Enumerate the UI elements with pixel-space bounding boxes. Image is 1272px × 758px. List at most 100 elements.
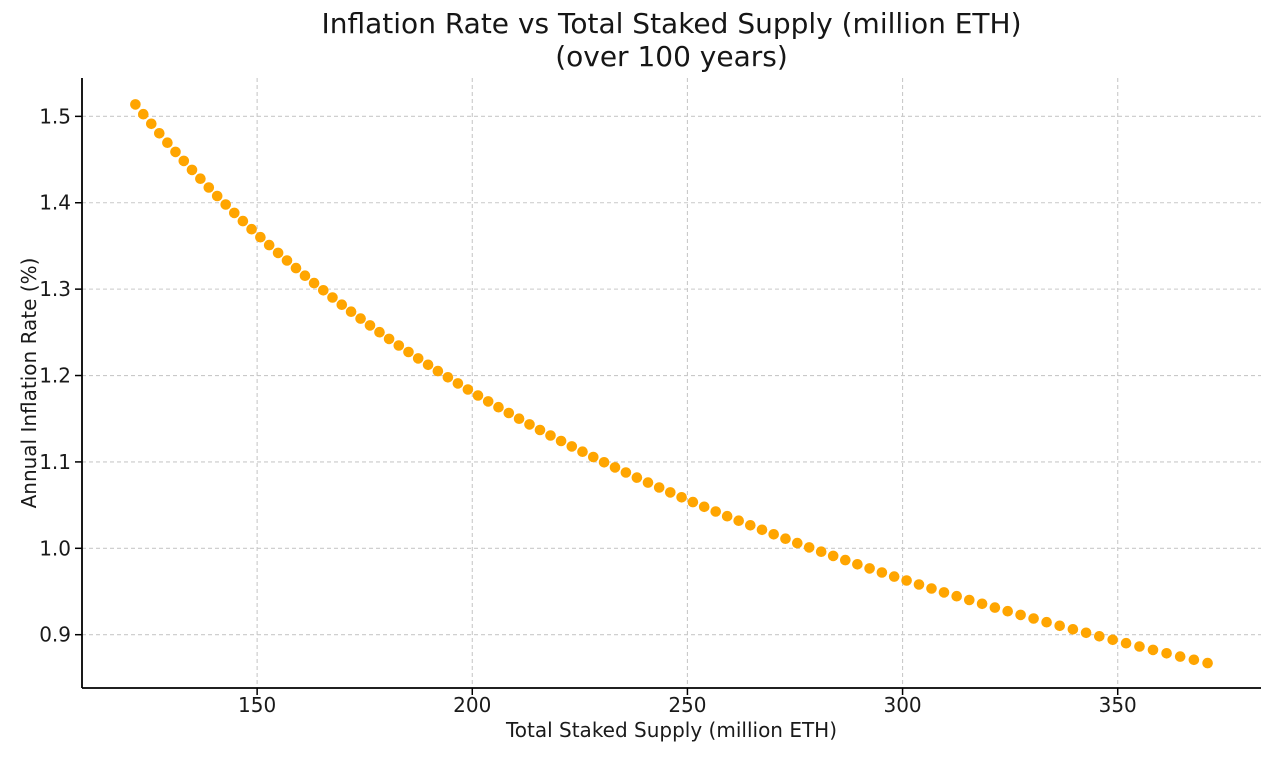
- data-point: [524, 419, 535, 430]
- x-tick-label: 250: [668, 693, 706, 717]
- x-tick-labels: 150 200 250 300 350: [238, 693, 1137, 717]
- data-point: [336, 299, 348, 311]
- data-point: [472, 390, 484, 401]
- data-point: [211, 190, 223, 202]
- data-point: [665, 487, 676, 498]
- data-point: [290, 262, 302, 274]
- data-point: [780, 533, 791, 544]
- data-point: [756, 524, 768, 536]
- data-point: [864, 563, 875, 574]
- data-point: [803, 542, 815, 553]
- data-point: [237, 215, 249, 227]
- data-point: [383, 333, 395, 345]
- data-point: [1147, 644, 1159, 656]
- y-tick-labels: 0.9 1.0 1.1 1.2 1.3 1.4 1.5: [39, 104, 71, 646]
- data-point: [255, 231, 266, 243]
- data-point: [1041, 616, 1052, 628]
- x-tick-label: 150: [238, 693, 276, 717]
- data-point: [815, 546, 827, 557]
- data-point: [721, 510, 733, 522]
- data-point: [555, 435, 567, 447]
- data-point: [653, 482, 665, 493]
- data-point: [676, 492, 687, 503]
- data-point: [888, 571, 900, 582]
- data-point: [170, 146, 181, 158]
- gridlines: [82, 78, 1261, 688]
- data-point: [901, 575, 912, 586]
- data-point: [852, 559, 863, 570]
- data-point: [195, 173, 206, 184]
- data-point: [1188, 654, 1200, 666]
- data-point: [1080, 627, 1092, 639]
- data-point: [327, 292, 338, 303]
- data-point: [345, 306, 357, 318]
- data-point: [281, 255, 293, 266]
- data-point: [545, 430, 556, 441]
- scatter-series: [130, 99, 1213, 669]
- data-point: [318, 285, 329, 296]
- axes-spines: [81, 78, 1261, 689]
- y-tick-label: 1.2: [39, 364, 71, 388]
- y-tick-label: 1.3: [39, 277, 71, 301]
- data-point: [745, 520, 756, 531]
- data-point: [840, 554, 851, 566]
- data-point: [1054, 620, 1065, 632]
- data-point: [355, 313, 366, 324]
- data-point: [926, 583, 937, 594]
- data-point: [203, 182, 215, 193]
- y-tick-label: 1.0: [39, 536, 71, 560]
- data-point: [432, 365, 444, 377]
- data-point: [493, 401, 504, 413]
- data-point: [827, 550, 839, 562]
- data-point: [178, 155, 190, 167]
- chart-title-line1: Inflation Rate vs Total Staked Supply (m…: [321, 7, 1022, 40]
- data-point: [1134, 641, 1145, 652]
- data-point: [609, 462, 621, 473]
- chart-title-line2: (over 100 years): [555, 40, 788, 73]
- x-tick-label: 300: [883, 693, 921, 717]
- data-point: [364, 320, 376, 331]
- data-point: [577, 446, 588, 458]
- data-point: [220, 199, 231, 210]
- data-point: [186, 164, 198, 176]
- data-point: [442, 372, 454, 383]
- data-point: [374, 326, 385, 338]
- data-point: [229, 207, 240, 219]
- data-point: [534, 424, 546, 436]
- data-point: [733, 515, 744, 526]
- data-point: [393, 340, 405, 351]
- data-point: [1202, 657, 1213, 669]
- data-point: [566, 441, 578, 452]
- data-point: [412, 353, 424, 364]
- data-point: [154, 128, 165, 139]
- data-point: [299, 270, 311, 282]
- data-point: [1161, 648, 1172, 659]
- data-point: [768, 529, 779, 540]
- data-point: [687, 496, 699, 508]
- data-point: [1067, 624, 1079, 635]
- data-point: [964, 594, 975, 606]
- data-point: [951, 590, 962, 602]
- x-tick-label: 200: [453, 693, 491, 717]
- data-point: [1174, 651, 1186, 662]
- data-point: [1120, 637, 1132, 649]
- data-point: [513, 413, 525, 425]
- data-point: [462, 384, 474, 395]
- data-point: [792, 537, 803, 549]
- x-axis-label: Total Staked Supply (million ETH): [505, 718, 838, 742]
- data-point: [403, 346, 414, 358]
- data-point: [146, 118, 157, 130]
- tick-marks: [75, 115, 1119, 695]
- data-point: [482, 396, 494, 407]
- y-tick-label: 1.1: [39, 450, 71, 474]
- data-point: [263, 239, 275, 251]
- data-point: [452, 378, 464, 389]
- data-point: [976, 598, 988, 610]
- data-point: [422, 359, 434, 371]
- data-point: [1094, 631, 1105, 642]
- data-point: [1028, 613, 1039, 624]
- data-point: [138, 108, 149, 120]
- data-point: [989, 602, 1001, 613]
